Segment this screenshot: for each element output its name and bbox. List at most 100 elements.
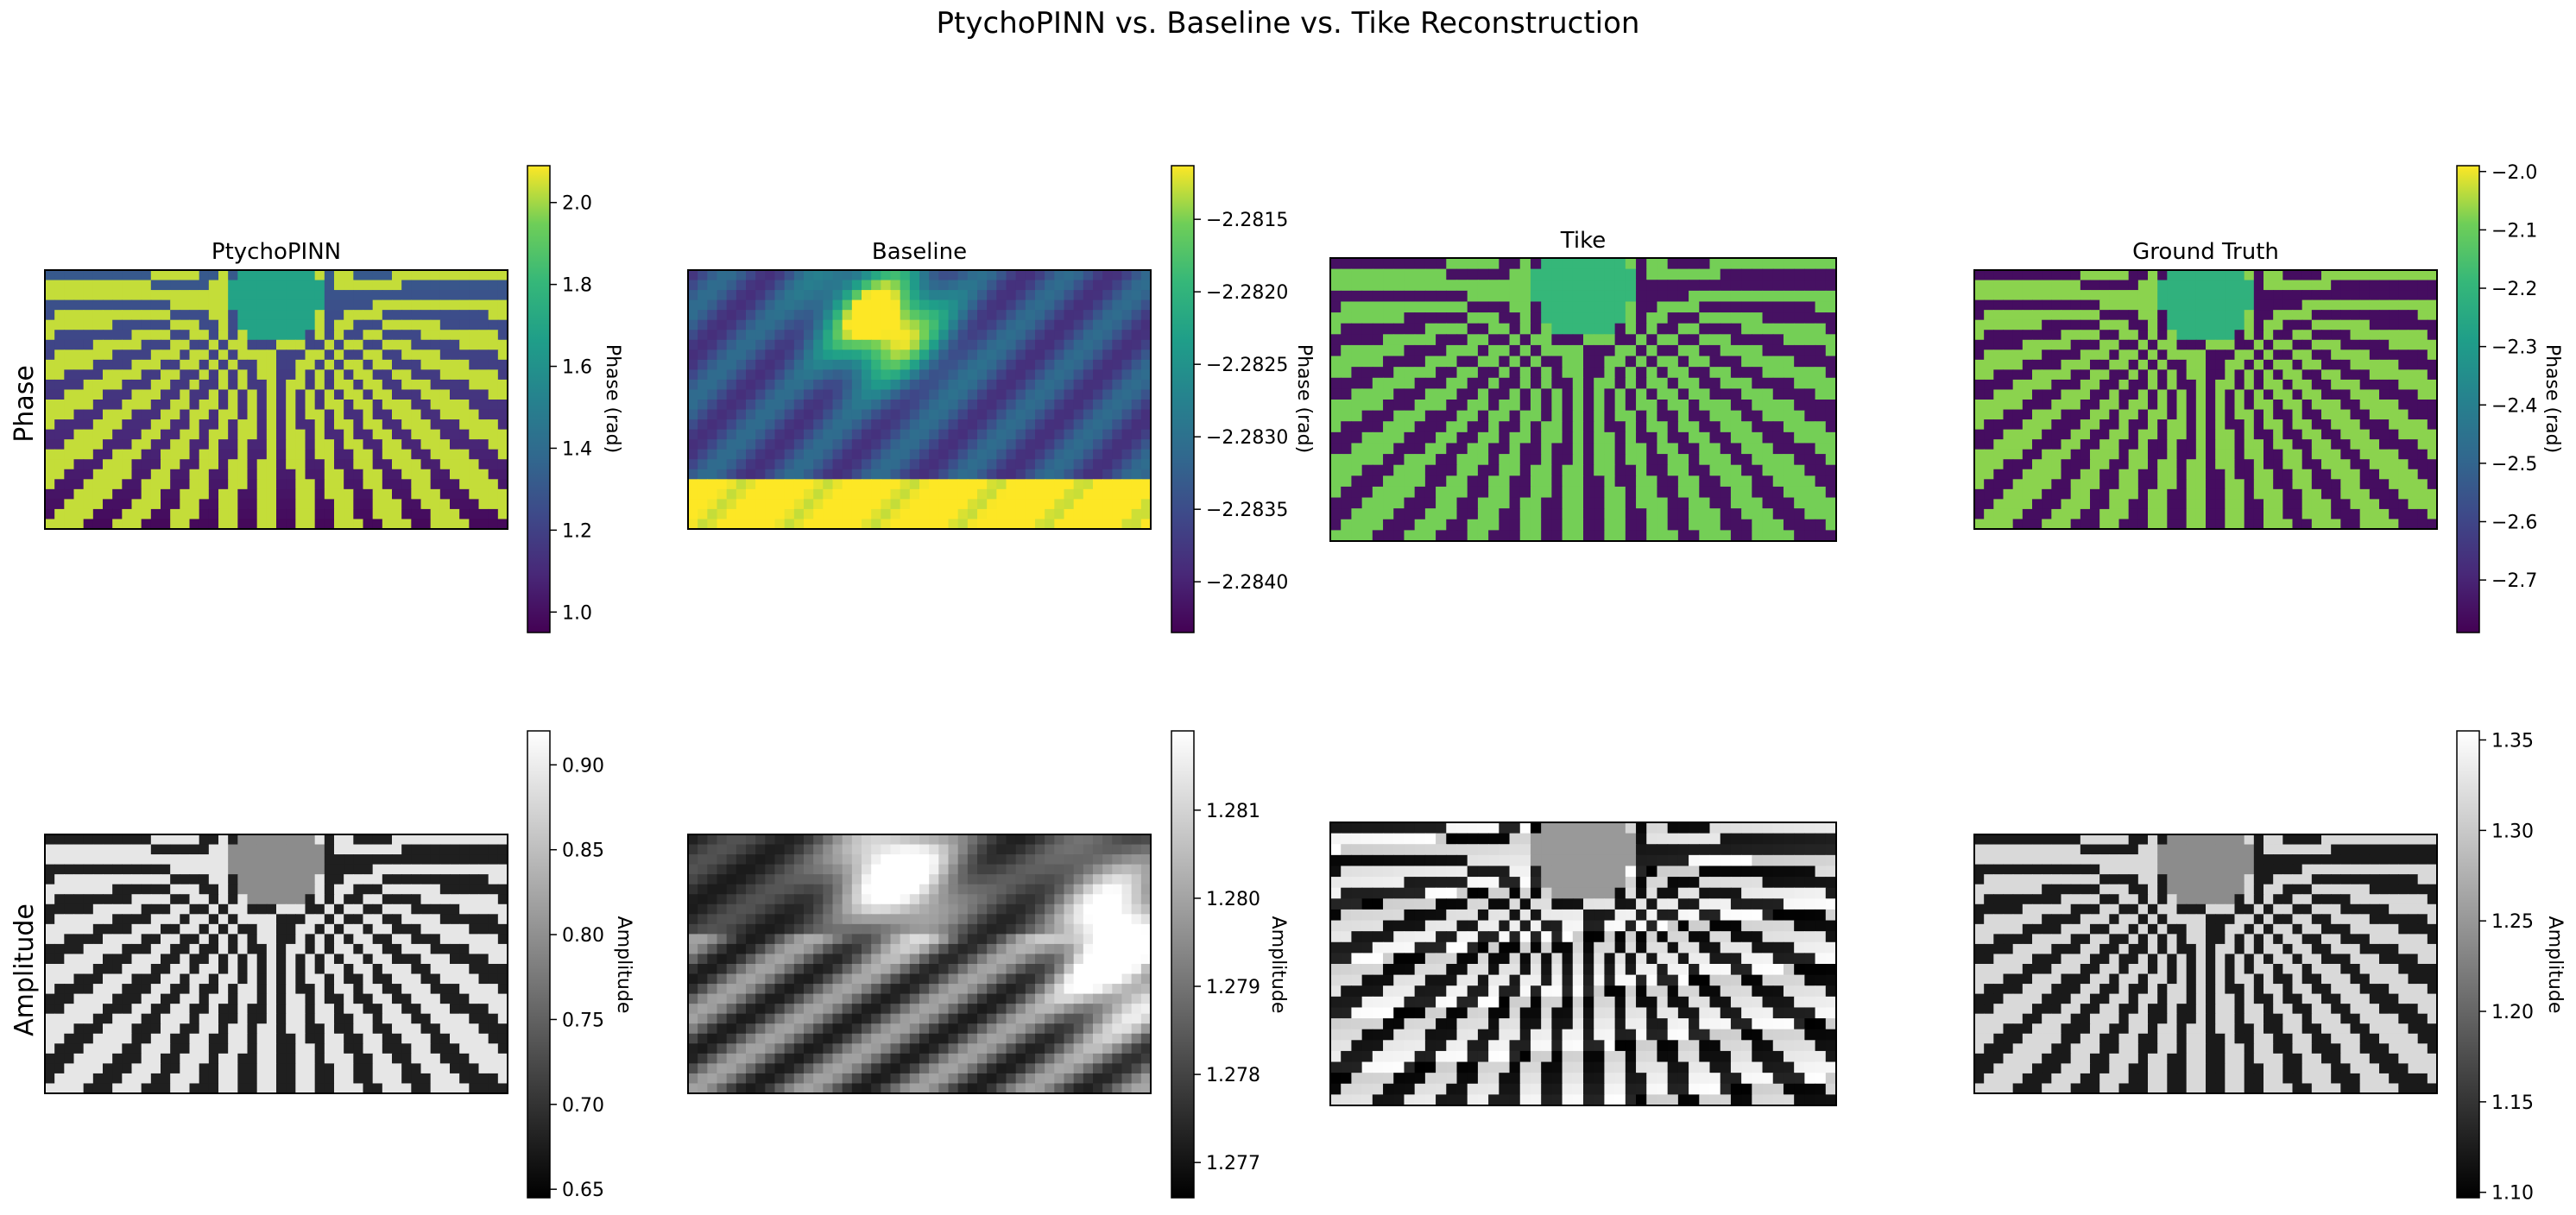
heatmap-cell — [1762, 486, 1774, 499]
heatmap-cell — [1372, 410, 1384, 422]
heatmap-cell — [957, 310, 969, 321]
heatmap-cell — [862, 488, 872, 500]
heatmap-cell — [2012, 479, 2024, 490]
heatmap-cell — [948, 400, 959, 411]
heatmap-cell — [755, 379, 766, 391]
heatmap-cell — [938, 519, 950, 530]
heatmap-cell — [2350, 280, 2361, 291]
heatmap-cell — [1530, 486, 1542, 499]
heatmap-cell — [1815, 388, 1827, 400]
heatmap-cell — [1372, 323, 1384, 335]
heatmap-cell — [1730, 421, 1742, 433]
heatmap-cell — [938, 299, 950, 311]
heatmap-cell — [73, 409, 85, 420]
heatmap-cell — [2234, 379, 2245, 391]
heatmap-cell — [103, 519, 113, 530]
heatmap-cell — [698, 349, 708, 361]
heatmap-cell — [1102, 469, 1113, 480]
heatmap-cell — [392, 389, 402, 400]
heatmap-cell — [1488, 258, 1500, 270]
heatmap-cell — [1583, 344, 1594, 357]
heatmap-cell — [2389, 419, 2399, 431]
heatmap-cell — [353, 349, 364, 361]
heatmap-cell — [1625, 312, 1637, 324]
heatmap-cell — [774, 488, 786, 500]
heatmap-cell — [2176, 369, 2188, 381]
heatmap-cell — [2234, 488, 2245, 500]
heatmap-cell — [804, 409, 814, 420]
heatmap-cell — [2350, 499, 2361, 510]
heatmap-cell — [208, 499, 219, 510]
heatmap-cell — [2090, 479, 2100, 490]
heatmap-cell — [1140, 359, 1152, 370]
heatmap-cell — [1667, 367, 1679, 379]
heatmap-cell — [103, 508, 113, 520]
heatmap-cell — [256, 409, 268, 420]
heatmap-cell — [1054, 270, 1065, 281]
heatmap-cell — [1015, 310, 1026, 321]
heatmap-cell — [2157, 369, 2168, 381]
heatmap-cell — [334, 330, 344, 341]
heatmap-cell — [237, 409, 249, 420]
heatmap-frame — [687, 269, 1152, 530]
heatmap-cell — [1361, 454, 1373, 466]
heatmap-cell — [1974, 280, 1985, 291]
heatmap-cell — [1709, 268, 1721, 280]
heatmap-cell — [488, 280, 499, 291]
colorbar-label: Phase (rad) — [602, 344, 623, 453]
heatmap-cell — [1351, 421, 1363, 433]
heatmap-cell — [450, 379, 460, 391]
heatmap-cell — [131, 439, 142, 450]
heatmap-cell — [450, 499, 460, 510]
heatmap-cell — [1477, 344, 1489, 357]
heatmap-cell — [2244, 409, 2255, 420]
heatmap-cell — [2389, 280, 2399, 291]
heatmap-cell — [871, 290, 881, 301]
heatmap-cell — [1562, 280, 1574, 292]
heatmap-cell — [382, 439, 393, 450]
heatmap-cell — [2292, 469, 2303, 480]
heatmap-cell — [1530, 301, 1542, 313]
heatmap-cell — [1499, 323, 1511, 335]
heatmap-cell — [2118, 459, 2130, 470]
heatmap-cell — [1604, 410, 1616, 422]
heatmap-cell — [208, 319, 219, 331]
heatmap-cell — [987, 429, 997, 440]
heatmap-cell — [276, 310, 287, 321]
heatmap-cell — [1102, 400, 1113, 411]
heatmap-cell — [1677, 377, 1689, 389]
heatmap-cell — [1112, 359, 1123, 370]
heatmap-cell — [2157, 280, 2168, 291]
heatmap-cell — [103, 419, 113, 431]
heatmap-cell — [1121, 290, 1133, 301]
heatmap-cell — [717, 379, 728, 391]
heatmap-cell — [755, 439, 766, 450]
heatmap-cell — [688, 310, 698, 321]
heatmap-cell — [1794, 443, 1805, 455]
heatmap-cell — [478, 479, 489, 490]
heatmap-cell — [1121, 339, 1133, 350]
heatmap-cell — [1467, 323, 1479, 335]
heatmap-cell — [1064, 508, 1075, 520]
heatmap-cell — [2137, 299, 2149, 311]
heatmap-cell — [2157, 339, 2168, 350]
heatmap-cell — [2311, 508, 2322, 520]
heatmap-cell — [1330, 301, 1342, 313]
heatmap-cell — [2012, 488, 2024, 500]
heatmap-cell — [707, 519, 718, 530]
heatmap-cell — [2282, 280, 2294, 291]
heatmap-cell — [2292, 319, 2303, 331]
heatmap-cell — [2263, 439, 2274, 450]
heatmap-cell — [2369, 349, 2380, 361]
heatmap-cell — [1341, 323, 1353, 335]
heatmap-cell — [353, 439, 364, 450]
heatmap-cell — [2331, 488, 2341, 500]
heatmap-cell — [1657, 344, 1669, 357]
heatmap-cell — [736, 299, 747, 311]
heatmap-cell — [382, 499, 393, 510]
heatmap-cell — [180, 389, 191, 400]
heatmap-cell — [459, 330, 470, 341]
heatmap-cell — [488, 349, 499, 361]
heatmap-cell — [1446, 258, 1458, 270]
heatmap-cell — [1594, 334, 1606, 346]
